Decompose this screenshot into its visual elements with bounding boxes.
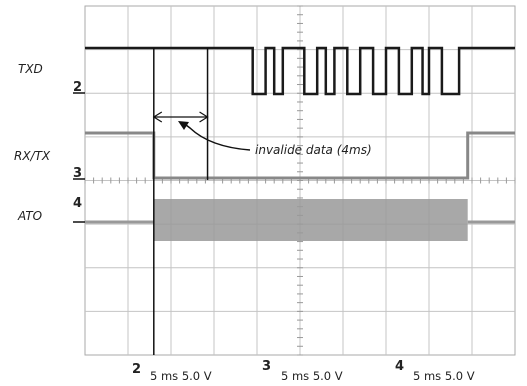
footer-scale-3: 5 ms 5.0 V: [413, 369, 475, 383]
txd-waveform: [85, 46, 515, 96]
annotation-text: invalide data (4ms): [255, 143, 372, 157]
channel-label-rxtx: RX/TX: [14, 149, 51, 163]
channel-marker-ato: 4: [73, 196, 82, 211]
interval-arrowhead-right: [199, 111, 209, 123]
annotation-group: [73, 48, 251, 355]
channel-label-ato: ATO: [17, 209, 42, 223]
interval-arrowhead-left: [152, 111, 163, 123]
channel-marker-rxtx: 3: [73, 166, 82, 181]
footer-marker-3: 4: [395, 359, 404, 374]
channel-marker-txd: 2: [73, 80, 82, 95]
scope-grid: [84, 5, 516, 356]
footer-marker-1: 2: [132, 362, 141, 377]
waveform-traces: [85, 46, 515, 241]
footer-marker-2: 3: [262, 359, 271, 374]
callout-pointer: [181, 121, 251, 151]
footer-scale-2: 5 ms 5.0 V: [281, 369, 343, 383]
callout-pointer-head: [178, 121, 189, 130]
ato-burst-band: [153, 199, 468, 241]
channel-label-txd: TXD: [18, 62, 43, 76]
rxtx-waveform: [85, 131, 515, 180]
footer-scale-1: 5 ms 5.0 V: [150, 369, 212, 383]
